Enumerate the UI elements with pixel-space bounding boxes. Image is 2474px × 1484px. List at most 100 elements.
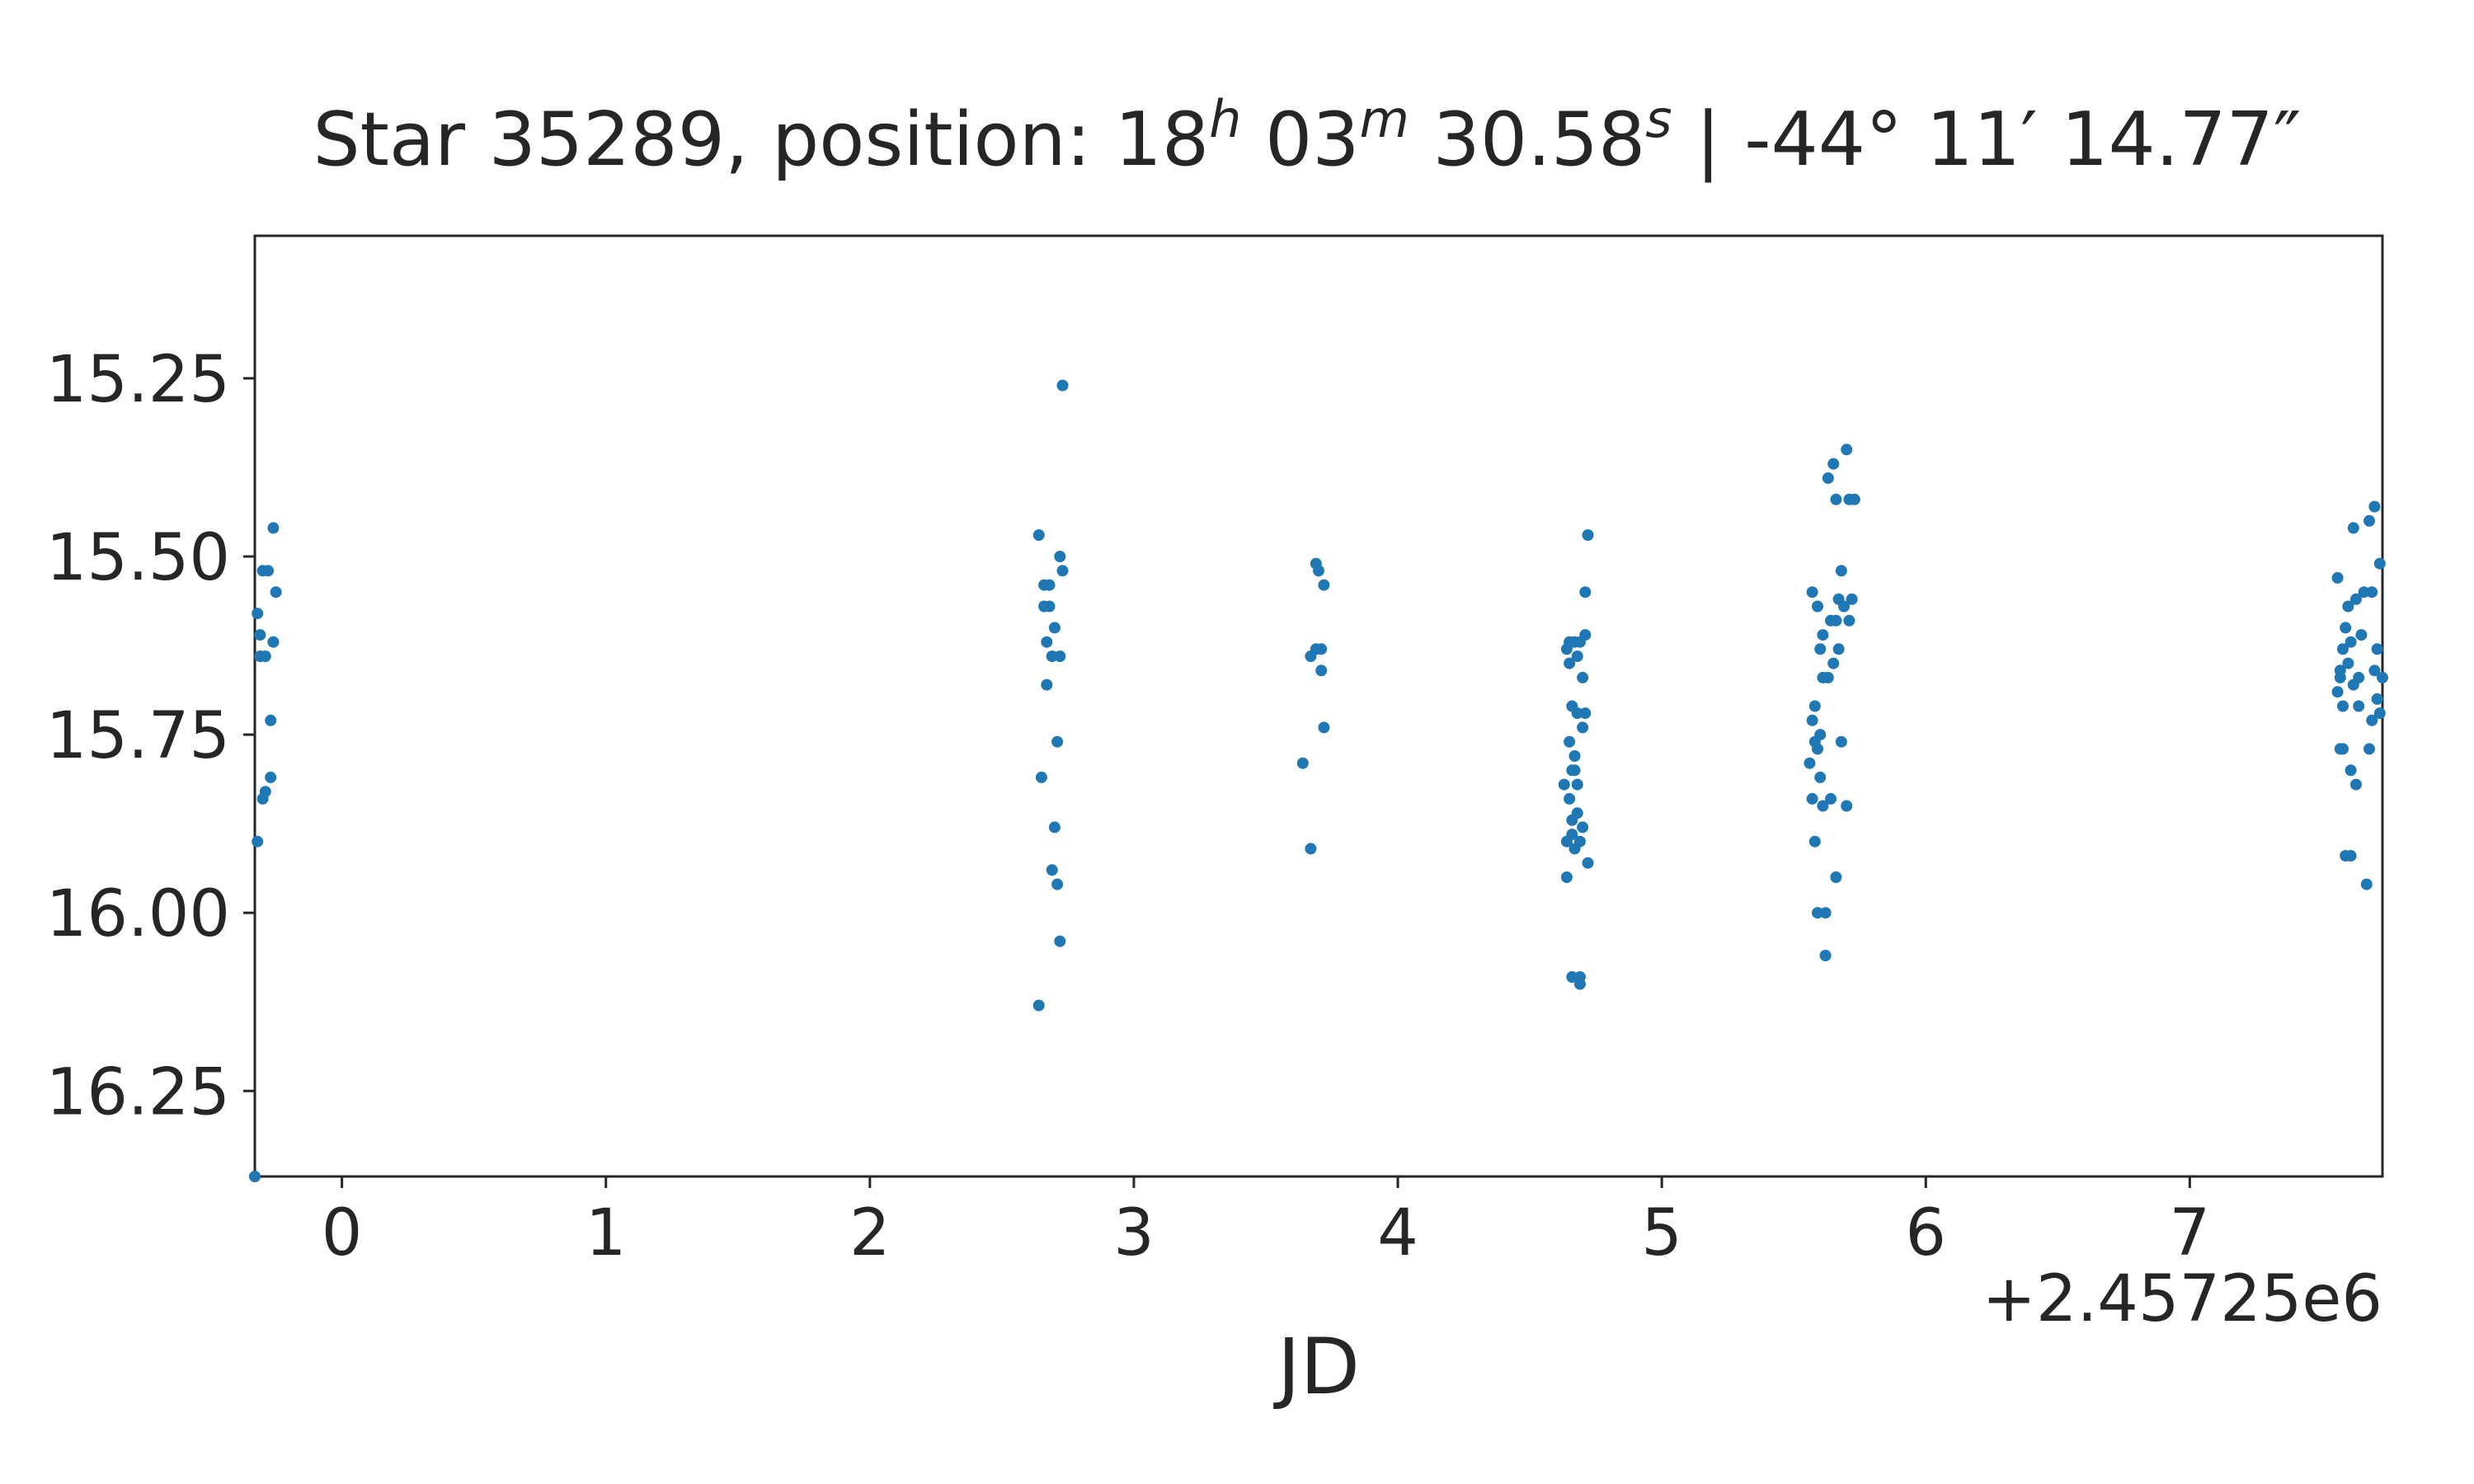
data-point <box>2337 643 2349 655</box>
data-point <box>1822 671 1834 683</box>
data-point <box>1566 971 1578 983</box>
data-point <box>249 1171 261 1182</box>
data-points <box>249 379 2388 1182</box>
data-point <box>1048 622 1061 634</box>
data-point <box>267 636 280 648</box>
data-point <box>2353 671 2365 683</box>
data-point <box>1832 643 1845 655</box>
data-point <box>1560 871 1573 883</box>
data-point <box>2337 743 2349 755</box>
data-point <box>1814 729 1827 741</box>
data-point <box>1804 757 1816 769</box>
data-point <box>2353 700 2365 712</box>
data-point <box>1051 735 1064 748</box>
data-point <box>1313 565 1324 577</box>
y-tick-label: 16.00 <box>46 877 230 951</box>
data-point <box>1579 629 1592 641</box>
data-point <box>252 835 264 848</box>
data-point <box>1032 529 1045 541</box>
data-point <box>1830 493 1842 505</box>
data-point <box>2350 778 2362 791</box>
data-point <box>259 650 271 662</box>
data-point <box>1054 551 1066 562</box>
data-point <box>1582 857 1594 869</box>
data-point <box>1558 778 1570 791</box>
data-point <box>2331 571 2344 584</box>
data-point <box>1812 600 1823 613</box>
data-point <box>1579 586 1592 599</box>
data-point <box>2373 557 2386 570</box>
data-point <box>1573 978 1586 990</box>
data-point <box>1564 792 1576 805</box>
data-point <box>2340 622 2352 634</box>
data-point <box>1843 614 1856 627</box>
data-point <box>1814 643 1827 655</box>
data-point <box>1817 800 1829 812</box>
data-point <box>1808 700 1821 712</box>
data-point <box>1564 735 1576 748</box>
data-point <box>2331 686 2344 698</box>
data-point <box>1571 807 1583 819</box>
data-point <box>1054 935 1066 947</box>
data-point <box>1315 665 1328 677</box>
data-point <box>2345 850 2357 862</box>
data-point <box>1806 586 1818 599</box>
data-point <box>1812 907 1823 919</box>
x-tick-label: 1 <box>586 1196 627 1270</box>
data-point <box>1835 735 1847 748</box>
x-tick-label: 5 <box>1641 1196 1682 1270</box>
data-point <box>1830 614 1842 627</box>
data-point <box>2366 586 2378 599</box>
data-point <box>1806 714 1818 726</box>
data-point <box>267 522 280 534</box>
data-point <box>1582 529 1594 541</box>
data-point <box>1564 657 1576 669</box>
data-point <box>2366 714 2378 726</box>
data-point <box>1571 650 1583 662</box>
data-point <box>1046 650 1058 662</box>
y-tick-label: 15.25 <box>46 343 230 417</box>
data-point <box>262 565 274 577</box>
data-point <box>2360 878 2373 890</box>
data-point <box>1577 671 1589 683</box>
plot-frame <box>253 234 2384 1178</box>
data-point <box>1806 792 1818 805</box>
data-point <box>2342 600 2354 613</box>
x-offset-label: +2.45725e6 <box>1982 1262 2382 1336</box>
y-tick-label: 15.50 <box>46 521 230 595</box>
data-point <box>2358 586 2370 599</box>
data-point <box>2377 671 2388 683</box>
data-point <box>1056 379 1069 392</box>
x-tick-label: 2 <box>849 1196 891 1270</box>
data-point <box>1822 472 1834 484</box>
data-point <box>1032 999 1045 1012</box>
data-point <box>1569 750 1581 762</box>
data-point <box>1571 778 1583 791</box>
data-point <box>2363 743 2375 755</box>
data-point <box>1056 565 1069 577</box>
x-axis-title: JD <box>1273 1322 1360 1412</box>
data-point <box>1041 636 1053 648</box>
data-point <box>1041 679 1053 691</box>
data-point <box>2342 657 2354 669</box>
data-point <box>1817 629 1829 641</box>
data-point <box>2368 665 2381 677</box>
data-point <box>1318 579 1330 591</box>
data-point <box>1814 771 1827 783</box>
data-point <box>1830 871 1842 883</box>
y-tick-label: 15.75 <box>46 699 230 773</box>
data-point <box>2368 500 2381 513</box>
data-point <box>1827 458 1840 470</box>
data-point <box>1318 721 1330 734</box>
data-point <box>2371 643 2383 655</box>
data-point <box>1577 721 1589 734</box>
data-point <box>1812 743 1823 755</box>
data-point <box>2337 700 2349 712</box>
data-point <box>270 586 282 599</box>
data-point <box>252 608 264 620</box>
data-point <box>1577 821 1589 834</box>
data-point <box>2345 764 2357 777</box>
data-point <box>2363 514 2375 527</box>
data-point <box>1819 907 1832 919</box>
